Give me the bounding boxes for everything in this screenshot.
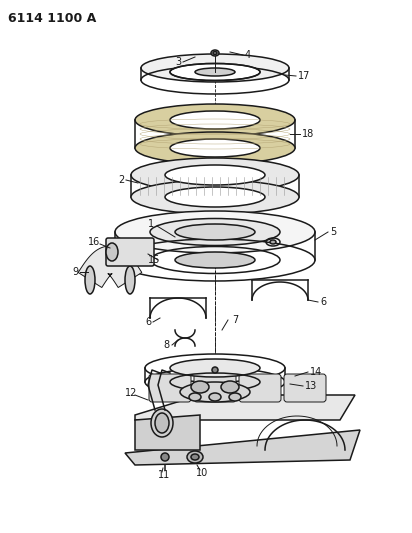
Ellipse shape xyxy=(115,211,315,253)
Ellipse shape xyxy=(209,393,221,401)
Ellipse shape xyxy=(85,266,95,294)
Ellipse shape xyxy=(135,132,295,164)
Text: 6: 6 xyxy=(145,317,151,327)
Text: 6: 6 xyxy=(320,297,326,307)
Text: 2: 2 xyxy=(118,175,124,185)
Ellipse shape xyxy=(175,252,255,268)
FancyBboxPatch shape xyxy=(239,374,281,402)
Ellipse shape xyxy=(165,165,265,185)
FancyBboxPatch shape xyxy=(149,374,191,402)
Ellipse shape xyxy=(221,381,239,393)
Text: 4: 4 xyxy=(245,50,251,60)
Text: 10: 10 xyxy=(196,468,208,478)
Text: 16: 16 xyxy=(88,237,100,247)
Ellipse shape xyxy=(106,243,118,261)
Text: 9: 9 xyxy=(72,267,78,277)
FancyBboxPatch shape xyxy=(284,374,326,402)
Ellipse shape xyxy=(270,240,276,244)
Ellipse shape xyxy=(229,393,241,401)
Ellipse shape xyxy=(131,158,299,192)
Ellipse shape xyxy=(170,63,260,80)
Ellipse shape xyxy=(211,50,219,56)
Ellipse shape xyxy=(170,139,260,157)
FancyBboxPatch shape xyxy=(194,374,236,402)
Ellipse shape xyxy=(213,52,217,54)
Text: 14: 14 xyxy=(310,367,322,377)
Ellipse shape xyxy=(125,266,135,294)
Ellipse shape xyxy=(141,54,289,82)
Text: 18: 18 xyxy=(302,129,314,139)
Polygon shape xyxy=(78,246,142,287)
Text: 12: 12 xyxy=(125,388,137,398)
Ellipse shape xyxy=(161,453,169,461)
Ellipse shape xyxy=(191,381,209,393)
Ellipse shape xyxy=(175,224,255,240)
Text: 8: 8 xyxy=(163,340,169,350)
Polygon shape xyxy=(125,430,360,465)
Text: 6114 1100 A: 6114 1100 A xyxy=(8,12,96,25)
Ellipse shape xyxy=(195,68,235,76)
Ellipse shape xyxy=(170,359,260,377)
Text: 7: 7 xyxy=(232,315,238,325)
Ellipse shape xyxy=(189,393,201,401)
Text: 13: 13 xyxy=(305,381,317,391)
Ellipse shape xyxy=(170,111,260,129)
Text: 1: 1 xyxy=(148,219,154,229)
Text: 11: 11 xyxy=(158,470,170,480)
Text: 15: 15 xyxy=(148,255,160,265)
Polygon shape xyxy=(135,415,200,450)
Ellipse shape xyxy=(191,454,199,460)
Ellipse shape xyxy=(212,367,218,373)
Ellipse shape xyxy=(131,180,299,214)
Ellipse shape xyxy=(180,382,250,402)
Ellipse shape xyxy=(145,354,285,382)
Ellipse shape xyxy=(165,187,265,207)
Text: 17: 17 xyxy=(298,71,310,81)
Polygon shape xyxy=(135,395,355,420)
Ellipse shape xyxy=(135,104,295,136)
Ellipse shape xyxy=(151,409,173,437)
Ellipse shape xyxy=(150,219,280,246)
FancyBboxPatch shape xyxy=(106,238,154,266)
Text: 3: 3 xyxy=(175,57,181,67)
Ellipse shape xyxy=(187,451,203,463)
Text: 5: 5 xyxy=(330,227,336,237)
Ellipse shape xyxy=(155,413,169,433)
